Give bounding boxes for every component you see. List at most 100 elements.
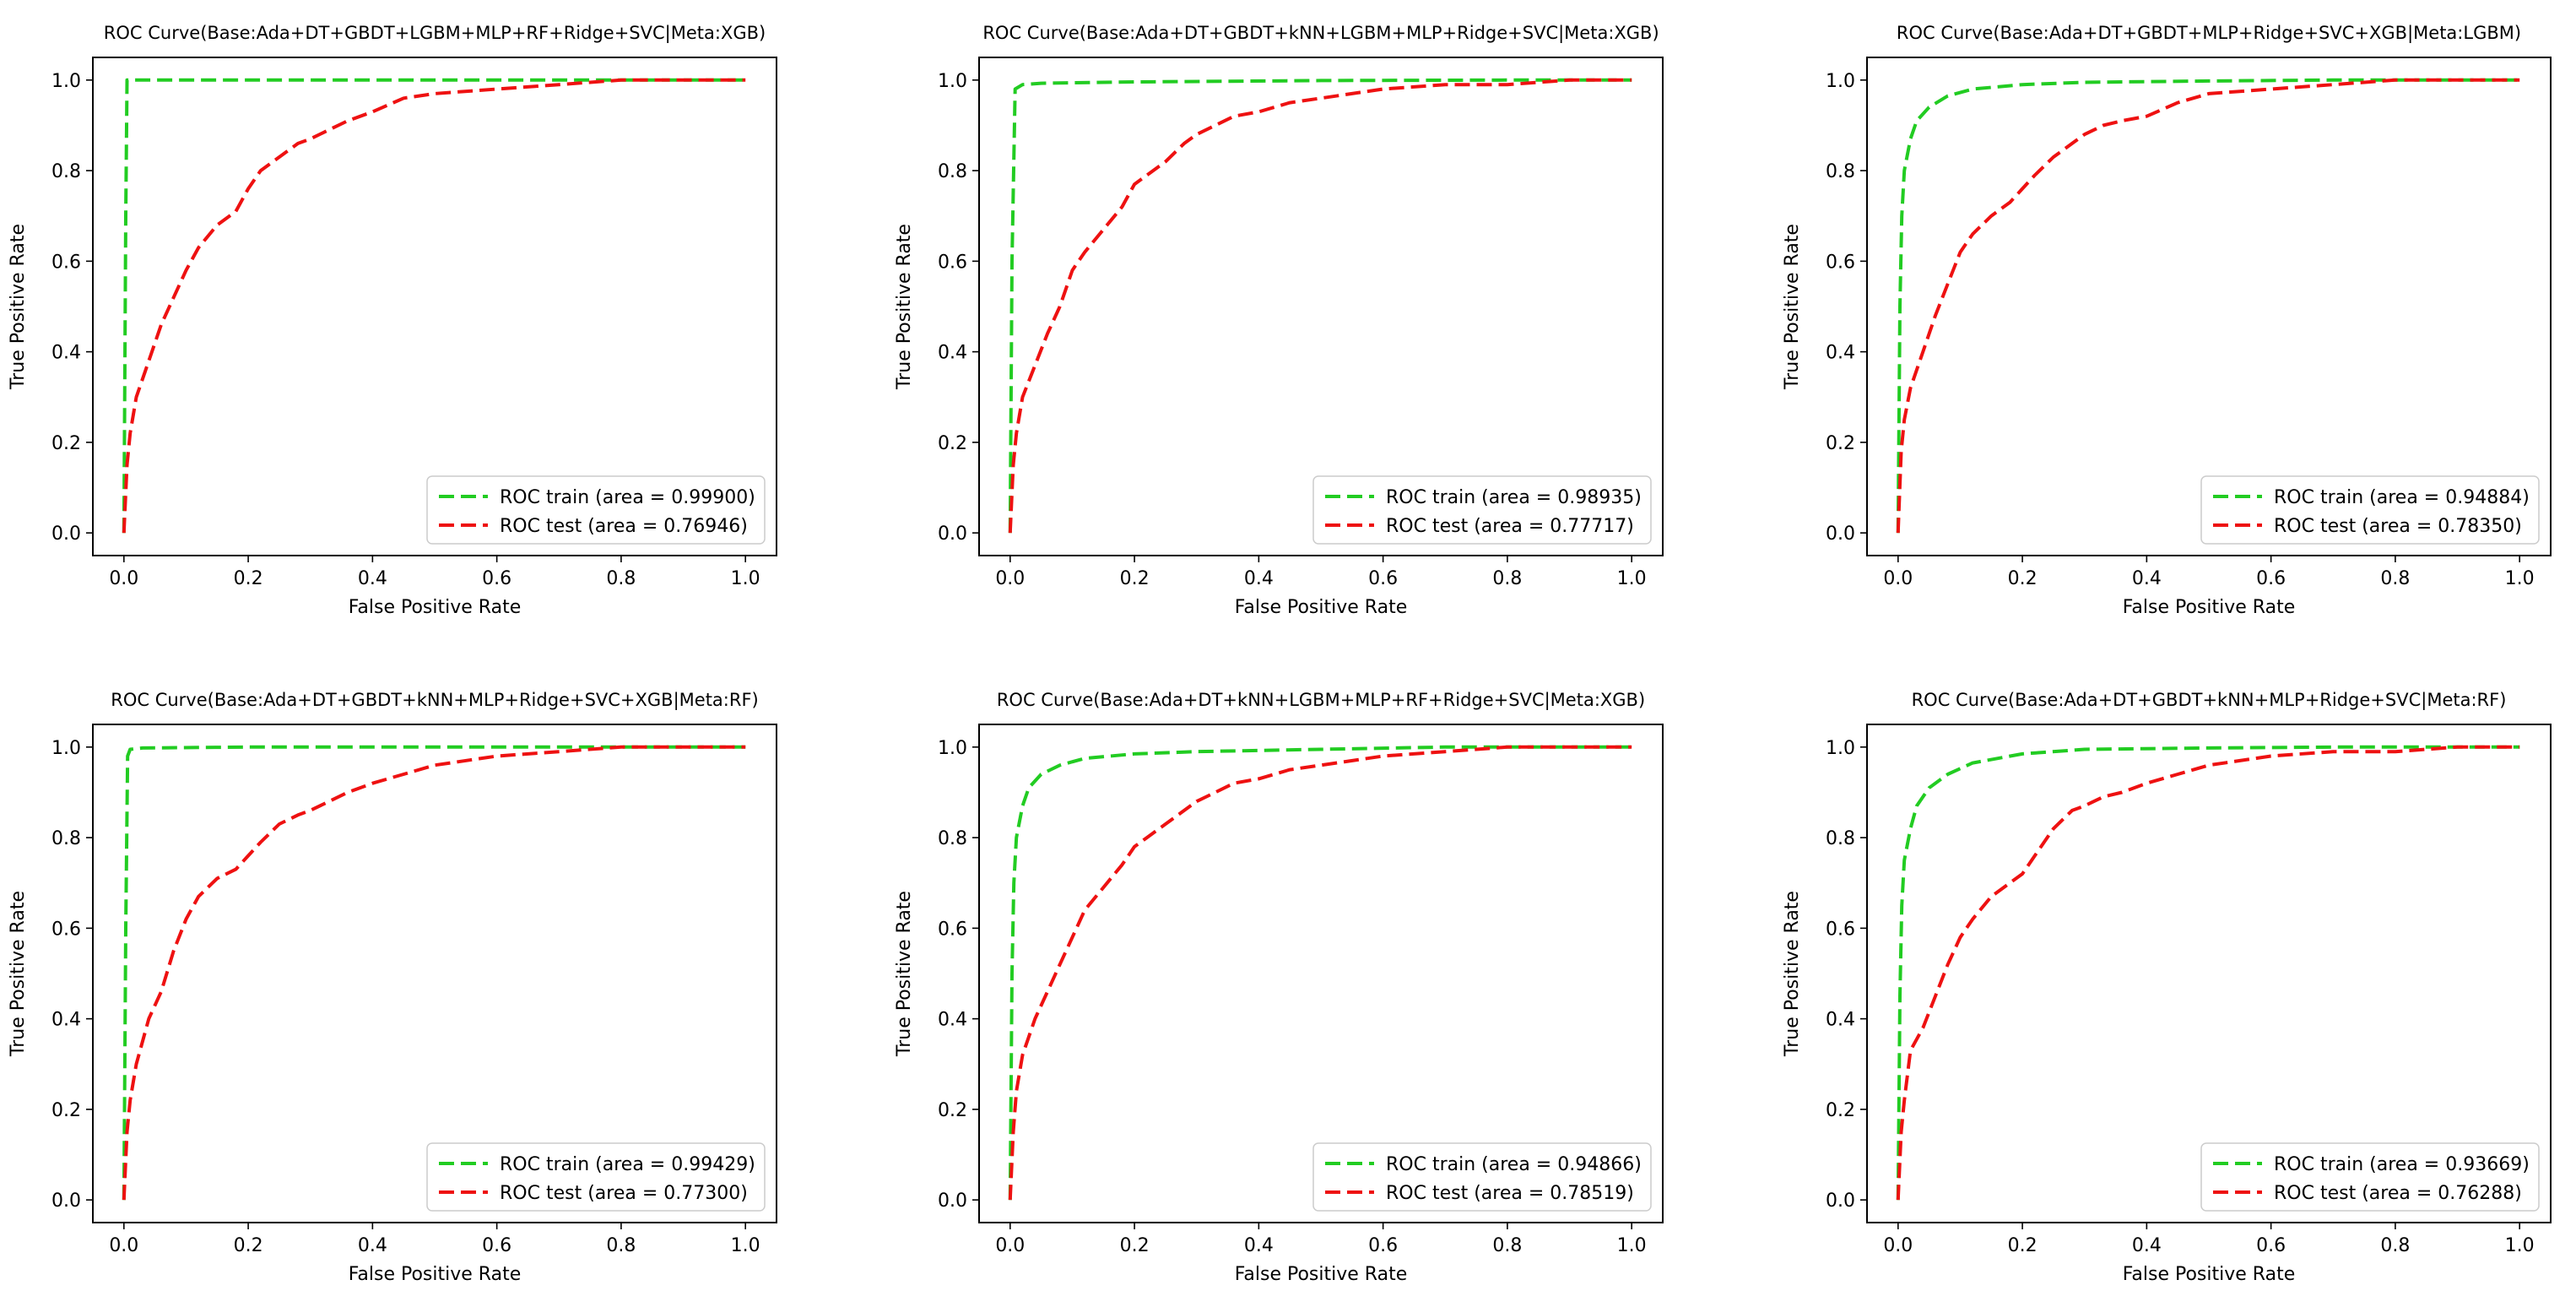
roc-train-line	[122, 745, 746, 1201]
roc-train-line	[1008, 745, 1632, 1201]
legend-box	[426, 475, 766, 545]
chart-3: ROC Curve(Base:Ada+DT+GBDT+MLP+Ridge+SVC…	[1782, 23, 2552, 618]
x-tick-label: 1.0	[2505, 568, 2535, 589]
x-tick-label: 0.0	[995, 1235, 1025, 1256]
chart-1: ROC Curve(Base:Ada+DT+GBDT+LGBM+MLP+RF+R…	[8, 23, 777, 618]
roc-train-line	[1896, 78, 2520, 534]
roc-test-line	[122, 745, 746, 1201]
legend-box	[1312, 1142, 1652, 1212]
y-tick-label: 1.0	[51, 738, 81, 759]
y-tick-label: 0.0	[1826, 523, 1855, 545]
x-tick-label: 0.8	[606, 568, 636, 589]
y-tick-label: 0.6	[938, 252, 967, 273]
x-tick-label: 0.0	[1883, 1235, 1913, 1256]
x-tick-label: 0.8	[606, 1235, 636, 1256]
x-tick-label: 0.4	[2132, 568, 2162, 589]
y-axis-label: True Positive Rate	[1782, 224, 1803, 390]
x-tick-label: 0.6	[2256, 568, 2286, 589]
x-tick-label: 0.2	[1120, 1235, 1150, 1256]
y-tick-label: 0.2	[51, 433, 81, 454]
y-tick-label: 0.6	[51, 252, 81, 273]
y-tick-label: 0.2	[938, 433, 967, 454]
y-tick-label: 0.8	[938, 161, 967, 182]
y-tick-label: 0.4	[51, 1010, 81, 1031]
x-tick-label: 1.0	[1617, 568, 1647, 589]
x-tick-label: 0.0	[995, 568, 1025, 589]
y-axis-label: True Positive Rate	[8, 891, 29, 1057]
y-tick-label: 0.4	[51, 343, 81, 364]
x-tick-label: 0.4	[358, 1235, 387, 1256]
x-tick-label: 0.6	[1368, 568, 1398, 589]
y-tick-label: 0.6	[51, 919, 81, 940]
chart-title: ROC Curve(Base:Ada+DT+kNN+LGBM+MLP+RF+Ri…	[997, 690, 1645, 711]
legend-train-label: ROC train (area = 0.99429)	[500, 1154, 755, 1175]
x-axis-label: False Positive Rate	[1235, 597, 1407, 618]
y-tick-label: 1.0	[938, 738, 967, 759]
legend-test-label: ROC test (area = 0.78350)	[2274, 516, 2522, 537]
x-tick-label: 0.2	[234, 568, 263, 589]
legend-train-label: ROC train (area = 0.94884)	[2274, 487, 2530, 508]
x-tick-label: 0.6	[482, 568, 511, 589]
legend-box	[2200, 475, 2540, 545]
legend-box	[1312, 475, 1652, 545]
plot-frame	[1866, 724, 2552, 1223]
y-tick-label: 0.0	[1826, 1190, 1855, 1212]
roc-test-line	[1896, 745, 2520, 1201]
x-tick-label: 0.2	[1120, 568, 1150, 589]
legend-train-label: ROC train (area = 0.98935)	[1386, 487, 1642, 508]
y-tick-label: 0.0	[51, 523, 81, 545]
y-tick-label: 0.4	[1826, 1010, 1855, 1031]
plot-frame	[92, 724, 777, 1223]
plot-frame	[1866, 57, 2552, 556]
y-tick-label: 0.2	[51, 1100, 81, 1121]
x-tick-label: 0.0	[109, 1235, 138, 1256]
y-tick-label: 0.8	[1826, 828, 1855, 849]
x-tick-label: 0.4	[1244, 1235, 1274, 1256]
roc-test-line	[1008, 78, 1632, 534]
y-tick-label: 0.0	[938, 1190, 967, 1212]
x-axis-label: False Positive Rate	[2123, 597, 2295, 618]
x-tick-label: 0.2	[234, 1235, 263, 1256]
x-tick-label: 0.8	[2380, 1235, 2410, 1256]
x-tick-label: 0.0	[109, 568, 138, 589]
chart-2: ROC Curve(Base:Ada+DT+GBDT+kNN+LGBM+MLP+…	[894, 23, 1664, 618]
x-tick-label: 0.8	[1492, 1235, 1522, 1256]
legend-box	[426, 1142, 766, 1212]
y-tick-label: 0.6	[938, 919, 967, 940]
y-tick-label: 0.2	[1826, 1100, 1855, 1121]
chart-title: ROC Curve(Base:Ada+DT+GBDT+kNN+LGBM+MLP+…	[982, 23, 1659, 44]
x-tick-label: 0.6	[482, 1235, 511, 1256]
y-tick-label: 0.0	[938, 523, 967, 545]
y-tick-label: 0.2	[938, 1100, 967, 1121]
y-tick-label: 0.0	[51, 1190, 81, 1212]
x-axis-label: False Positive Rate	[349, 597, 521, 618]
x-tick-label: 0.2	[2008, 568, 2038, 589]
x-tick-label: 0.6	[2256, 1235, 2286, 1256]
legend-test-label: ROC test (area = 0.76288)	[2274, 1183, 2522, 1204]
x-tick-label: 1.0	[2505, 1235, 2535, 1256]
x-tick-label: 0.4	[1244, 568, 1274, 589]
y-tick-label: 0.8	[1826, 161, 1855, 182]
roc-train-line	[1896, 745, 2520, 1201]
legend-train-label: ROC train (area = 0.94866)	[1386, 1154, 1642, 1175]
y-tick-label: 0.8	[51, 828, 81, 849]
y-tick-label: 0.2	[1826, 433, 1855, 454]
y-axis-label: True Positive Rate	[8, 224, 29, 390]
legend-train-label: ROC train (area = 0.93669)	[2274, 1154, 2530, 1175]
chart-title: ROC Curve(Base:Ada+DT+GBDT+LGBM+MLP+RF+R…	[104, 23, 766, 44]
x-tick-label: 1.0	[731, 1235, 760, 1256]
x-tick-label: 0.8	[1492, 568, 1522, 589]
y-tick-label: 0.8	[938, 828, 967, 849]
x-axis-label: False Positive Rate	[349, 1264, 521, 1285]
plot-frame	[978, 57, 1664, 556]
legend-box	[2200, 1142, 2540, 1212]
y-tick-label: 0.4	[938, 343, 967, 364]
y-tick-label: 0.4	[1826, 343, 1855, 364]
x-tick-label: 1.0	[1617, 1235, 1647, 1256]
x-tick-label: 0.6	[1368, 1235, 1398, 1256]
chart-6: ROC Curve(Base:Ada+DT+GBDT+kNN+MLP+Ridge…	[1782, 690, 2552, 1285]
y-tick-label: 1.0	[1826, 738, 1855, 759]
plot-frame	[92, 57, 777, 556]
y-tick-label: 1.0	[51, 71, 81, 92]
